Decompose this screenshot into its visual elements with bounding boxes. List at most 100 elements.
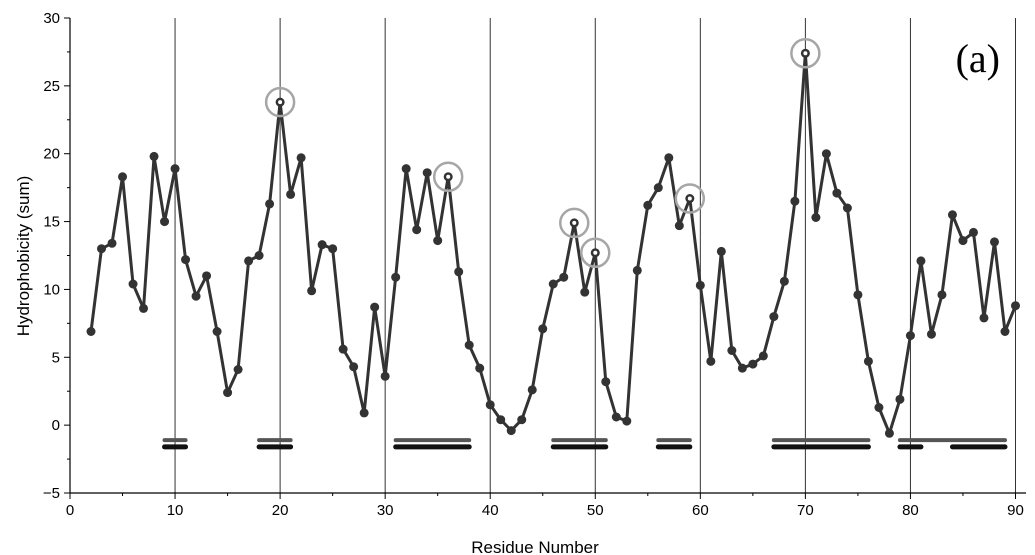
- data-point: [758, 351, 768, 361]
- y-axis-title: Hydrophobicity (sum): [14, 176, 33, 337]
- data-point: [107, 238, 117, 248]
- y-tick-label: 30: [43, 10, 60, 27]
- data-point: [286, 189, 296, 199]
- data-point: [328, 244, 338, 254]
- data-point: [265, 199, 275, 209]
- data-point: [181, 255, 191, 265]
- data-point: [863, 356, 873, 366]
- data-point: [874, 403, 884, 412]
- data-point: [485, 400, 495, 410]
- data-point: [947, 210, 957, 220]
- data-point: [170, 164, 180, 174]
- data-point: [212, 327, 222, 336]
- data-point: [811, 213, 821, 222]
- x-tick-label: 80: [902, 502, 919, 519]
- data-series: [86, 48, 1020, 438]
- data-point: [118, 172, 128, 182]
- data-point: [821, 149, 831, 159]
- highlight-rings: [264, 38, 821, 269]
- y-tick-label: 20: [43, 146, 60, 163]
- data-point: [979, 313, 989, 323]
- data-point: [779, 276, 789, 286]
- data-point: [559, 272, 569, 282]
- highlight-ring-1: [432, 161, 464, 193]
- data-point: [412, 225, 422, 235]
- highlight-center-1: [446, 174, 451, 179]
- highlight-center-4: [687, 196, 692, 201]
- x-tick-label: 50: [587, 502, 604, 519]
- data-point: [748, 359, 758, 369]
- segment-bars: [162, 438, 1008, 450]
- x-axis-title: Residue Number: [471, 538, 599, 555]
- data-point: [905, 331, 915, 341]
- highlight-ring-3: [580, 237, 611, 269]
- y-tick-label: 5: [52, 349, 60, 366]
- data-point: [254, 251, 264, 260]
- data-point: [244, 256, 254, 266]
- data-point: [853, 290, 863, 300]
- highlight-center-2: [572, 220, 577, 225]
- data-point: [538, 324, 548, 334]
- highlight-ring-4: [674, 183, 706, 214]
- data-point: [464, 340, 474, 350]
- data-point: [527, 385, 537, 395]
- data-point: [989, 237, 999, 247]
- data-point: [139, 303, 149, 313]
- data-point: [317, 240, 327, 250]
- x-tick-label: 0: [66, 502, 74, 519]
- data-point: [349, 362, 359, 372]
- highlight-ring-5: [790, 38, 821, 69]
- data-point: [580, 287, 590, 297]
- data-point: [916, 256, 926, 266]
- data-point: [496, 415, 506, 425]
- data-point: [832, 188, 842, 198]
- data-point: [380, 371, 390, 381]
- x-tick-label: 60: [692, 502, 709, 519]
- x-tick-label: 70: [797, 502, 814, 519]
- data-point: [191, 291, 201, 301]
- highlight-ring-0: [264, 86, 296, 118]
- data-point: [433, 236, 443, 246]
- series-line-0: [89, 51, 1017, 435]
- data-point: [622, 416, 632, 426]
- data-point: [401, 164, 411, 174]
- y-tick-label: 0: [52, 417, 60, 434]
- data-point: [307, 286, 317, 296]
- x-tick-label: 10: [167, 502, 184, 519]
- data-point: [149, 151, 159, 161]
- y-tick-label: 15: [43, 214, 60, 231]
- data-point: [506, 426, 516, 436]
- x-tick-label: 20: [272, 502, 289, 519]
- data-point: [548, 279, 558, 289]
- data-point: [842, 203, 852, 213]
- data-point: [895, 394, 905, 404]
- data-point: [359, 408, 369, 418]
- highlight-center-0: [278, 100, 283, 105]
- x-tick-label: 40: [482, 502, 499, 519]
- y-tick-label: −5: [43, 485, 60, 502]
- data-point: [601, 377, 611, 387]
- panel-label: (a): [956, 36, 1000, 81]
- data-point: [695, 280, 705, 290]
- data-point: [958, 236, 968, 246]
- data-point: [716, 246, 726, 256]
- data-point: [737, 363, 747, 373]
- highlight-center-3: [593, 250, 598, 255]
- data-point: [1010, 301, 1020, 311]
- highlight-center-5: [803, 51, 808, 56]
- highlight-ring-2: [559, 207, 590, 239]
- data-point: [926, 329, 936, 339]
- data-point: [968, 227, 978, 237]
- y-tick-label: 25: [43, 78, 60, 95]
- data-point: [223, 388, 233, 398]
- data-point: [475, 363, 485, 373]
- data-point: [884, 428, 894, 438]
- data-point: [296, 153, 306, 163]
- data-point: [653, 183, 663, 193]
- data-point: [338, 344, 348, 354]
- data-point: [202, 271, 212, 281]
- data-point: [611, 412, 621, 422]
- data-point: [664, 153, 674, 163]
- data-point: [97, 244, 107, 254]
